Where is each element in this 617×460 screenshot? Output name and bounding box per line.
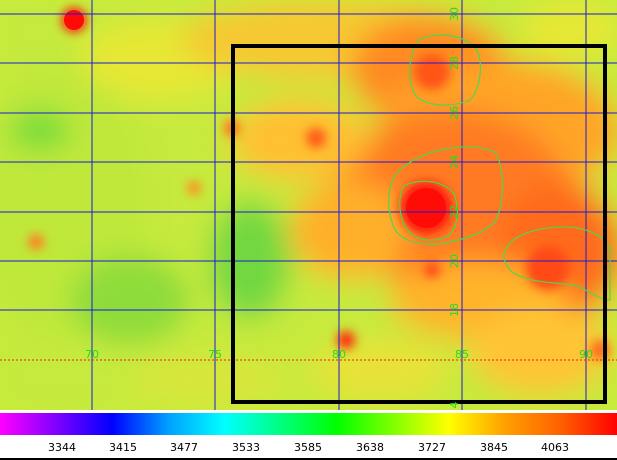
selection-box[interactable] xyxy=(231,44,607,404)
hotspot-core xyxy=(406,188,446,228)
x-axis-label: 90 xyxy=(579,348,593,361)
y-axis-label: 22 xyxy=(448,205,461,219)
grid-lines xyxy=(0,0,617,410)
colorbar-tick-label: 3727 xyxy=(418,441,446,454)
colorbar-tick-label: 3533 xyxy=(232,441,260,454)
y-axis-label: 18 xyxy=(448,303,461,317)
colorbar-tick-label: 3344 xyxy=(48,441,76,454)
y-axis-label: 26 xyxy=(448,106,461,120)
y-axis-label: 30 xyxy=(448,7,461,21)
hotspot-core xyxy=(64,10,84,30)
x-axis-label: 70 xyxy=(85,348,99,361)
x-axis-label: 80 xyxy=(332,348,346,361)
colorbar-tick-labels: 3344 3415 3477 3533 3585 3638 3727 3845 4063 xyxy=(0,441,617,457)
colorbar xyxy=(0,413,617,435)
colorbar-tick-label: 3845 xyxy=(480,441,508,454)
x-axis-label: 85 xyxy=(455,348,469,361)
x-axis-label: 75 xyxy=(208,348,222,361)
y-axis-label: 20 xyxy=(448,254,461,268)
intensity-map[interactable]: 70 75 80 85 90 30 28 26 24 22 20 18 4 xyxy=(0,0,617,410)
y-axis-label: 28 xyxy=(448,56,461,70)
bottom-rule xyxy=(0,458,617,460)
colorbar-tick-label: 3638 xyxy=(356,441,384,454)
contours xyxy=(388,34,611,301)
colorbar-tick-label: 3585 xyxy=(294,441,322,454)
y-axis-label: 24 xyxy=(448,155,461,169)
colorbar-tick-label: 4063 xyxy=(541,441,569,454)
colorbar-tick-label: 3477 xyxy=(170,441,198,454)
y-axis-label: 4 xyxy=(448,402,461,409)
colorbar-tick-label: 3415 xyxy=(109,441,137,454)
